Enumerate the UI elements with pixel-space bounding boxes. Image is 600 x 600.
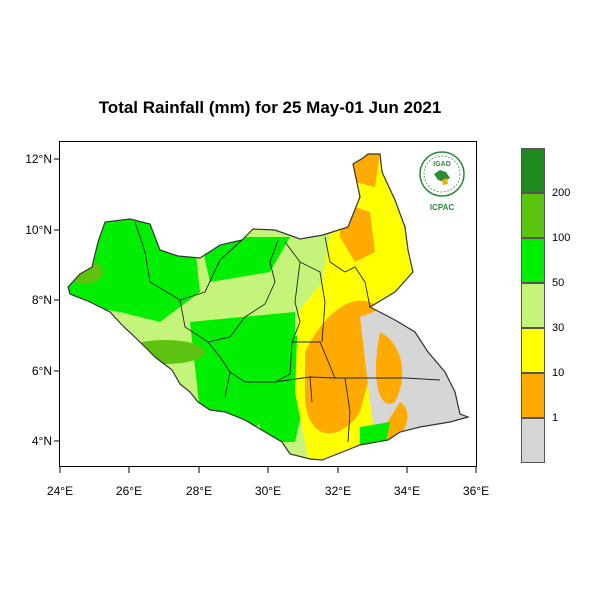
x-tick-24e: 24°E [46,484,74,498]
legend-label-50: 50 [552,277,565,289]
country-border [67,153,470,461]
x-tick-36e: 36°E [462,484,490,498]
legend-swatch-10-30 [521,328,545,373]
rainfall-map [67,153,470,461]
legend-label-30: 30 [552,322,565,334]
legend-swatch-1-10 [521,373,545,418]
legend-label-100: 100 [552,232,571,244]
logo-bottom-text: ICPAC [430,203,455,212]
legend-swatch-30-50 [521,283,545,328]
x-tick-30e: 30°E [254,484,282,498]
map-frame [59,141,477,467]
igad-icpac-logo: IGAD ICPAC [414,148,470,216]
legend-swatch-100-200 [521,193,545,238]
y-tick-12n: 12°N [25,152,52,166]
legend-label-10: 10 [552,367,565,379]
logo-top-text: IGAD [433,161,451,168]
legend-swatch-below-1 [521,418,545,463]
y-tick-4n: 4°N [31,434,52,448]
legend-swatch-50-100 [521,238,545,283]
x-tick-26e: 26°E [115,484,143,498]
legend-label-200: 200 [552,187,571,199]
color-legend [521,148,545,463]
state-borders [134,221,441,443]
x-tick-34e: 34°E [393,484,421,498]
legend-label-1: 1 [552,412,559,424]
y-tick-10n: 10°N [25,223,52,237]
y-tick-8n: 8°N [31,293,52,307]
x-tick-28e: 28°E [185,484,213,498]
map-title: Total Rainfall (mm) for 25 May-01 Jun 20… [98,98,442,117]
y-tick-6n: 6°N [31,364,52,378]
x-tick-32e: 32°E [324,484,352,498]
legend-swatch-200plus [521,148,545,193]
